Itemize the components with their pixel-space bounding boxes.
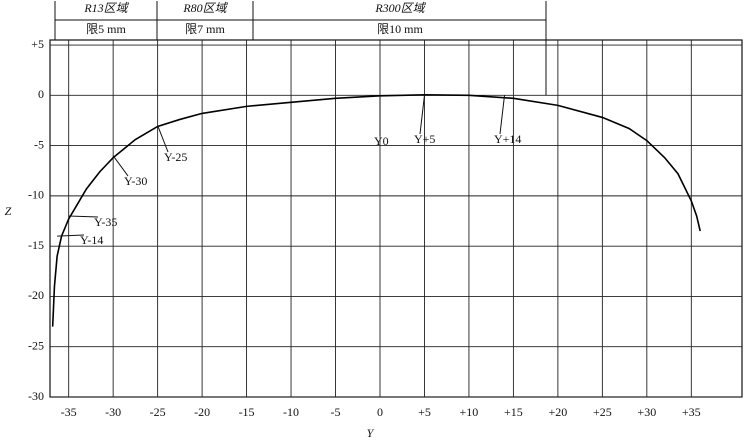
x-tick-label: +20 (548, 405, 567, 419)
y-tick-label: -25 (28, 338, 44, 352)
x-tick-label: +15 (504, 405, 523, 419)
x-tick-label: +25 (593, 405, 612, 419)
y-tick-label: 0 (38, 87, 44, 101)
x-tick-label: -20 (194, 405, 210, 419)
region-limit: 限7 mm (185, 22, 225, 36)
annotation-leader (57, 234, 85, 237)
x-tick-label: +5 (418, 405, 431, 419)
region-name: R13区域 (83, 1, 129, 15)
x-tick-label: -30 (105, 405, 121, 419)
x-tick-label: +30 (637, 405, 656, 419)
region-name: R300区域 (374, 1, 426, 15)
annotation-leader (68, 215, 99, 218)
annotation: Y-30 (124, 174, 147, 188)
y-tick-label: -5 (34, 137, 44, 151)
x-tick-label: -10 (283, 405, 299, 419)
annotation: Y-35 (94, 215, 117, 229)
annotation: Y0 (374, 134, 389, 148)
x-tick-label: -35 (61, 405, 77, 419)
annotation-leader (112, 155, 129, 177)
x-axis-title: Y (367, 426, 375, 440)
region-header (54, 1, 547, 95)
plot-frame (49, 39, 743, 398)
x-tick-label: 0 (377, 405, 383, 419)
annotation: Y-25 (164, 150, 187, 164)
x-tick-label: -25 (150, 405, 166, 419)
y-tick-label: +5 (31, 37, 44, 51)
y-axis-title: Z (5, 204, 12, 218)
x-tick-label: +10 (460, 405, 479, 419)
y-tick-label: -15 (28, 238, 44, 252)
annotation-leader (157, 125, 169, 153)
x-tick-label: -15 (239, 405, 255, 419)
region-name: R80区域 (182, 1, 228, 15)
annotation: Y-14 (80, 233, 103, 247)
annotation-leader (419, 95, 425, 135)
annotation-leader (499, 95, 506, 135)
y-tick-label: -30 (28, 389, 44, 403)
y-tick-label: -20 (28, 288, 44, 302)
profile-line (51, 94, 701, 327)
region-limit: 限10 mm (377, 22, 423, 36)
region-limit: 限5 mm (86, 22, 126, 36)
x-tick-label: +35 (682, 405, 701, 419)
y-tick-label: -10 (28, 188, 44, 202)
annotation: Y+14 (494, 132, 521, 146)
x-tick-label: -5 (331, 405, 341, 419)
